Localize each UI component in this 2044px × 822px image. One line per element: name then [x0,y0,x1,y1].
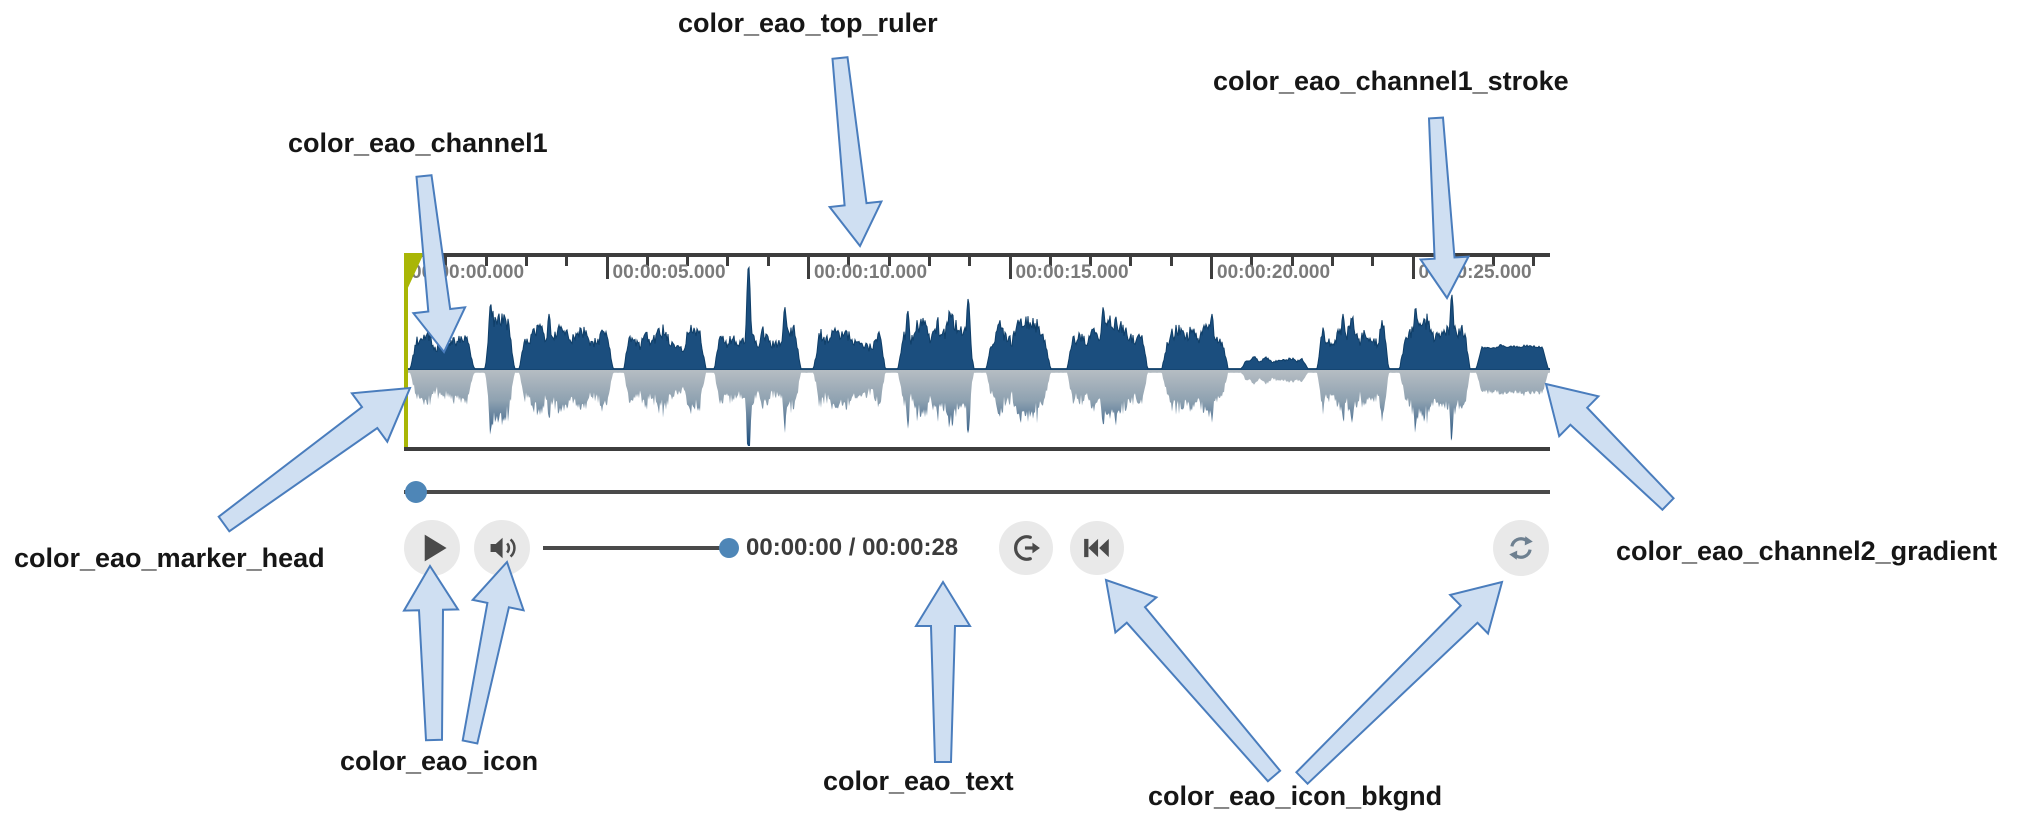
arrow-icon-volume [461,560,526,745]
marker-line[interactable] [404,253,408,450]
label-channel1-stroke: color_eao_channel1_stroke [1213,66,1569,96]
ruler-label: 00:00:10.000 [814,262,928,283]
arrow-text [914,580,972,763]
loop-button[interactable] [1493,520,1549,576]
ruler-tick [1492,253,1496,266]
rewind-to-start-button[interactable] [1070,521,1124,575]
ruler-tick [444,253,448,266]
ruler-tick [1250,253,1254,266]
volume-slider-handle[interactable] [719,538,739,558]
arrow-icon-play [402,564,460,742]
ruler-tick [1532,253,1536,266]
ruler-tick [1210,253,1213,279]
ruler-tick [686,253,690,266]
play-icon [424,534,447,562]
ruler-tick [1129,253,1133,266]
ruler-tick [1330,253,1334,266]
arrow-icon-bkgnd-right [1294,580,1504,786]
ruler-label: 00:00:15.000 [1015,262,1129,283]
arrow-icon-bkgnd-left [1104,578,1282,783]
ruler-tick [766,253,770,266]
play-button[interactable] [404,520,460,576]
arrow-channel1-stroke [1418,116,1471,300]
waveform[interactable] [404,240,1550,452]
ruler-tick [847,253,851,266]
waveform-channel1 [404,265,1550,371]
ruler-tick [605,253,609,279]
export-icon [1014,535,1040,561]
export-button[interactable] [999,521,1053,575]
ruler-tick [1048,253,1052,266]
ruler-label: 00:00:20.000 [1217,262,1331,283]
ruler-tick [1089,253,1093,266]
ruler-tick [645,253,649,266]
label-text: color_eao_text [823,766,1014,796]
ruler-tick [524,253,528,266]
loop-refresh-icon [1509,536,1533,560]
arrow-marker-head [217,386,412,533]
ruler-tick [1008,253,1012,279]
ruler-tick [887,253,891,266]
progress-slider-track[interactable] [404,490,1550,494]
ruler-tick [1371,253,1375,266]
arrow-channel1 [411,174,467,354]
ruler-line [404,253,1550,257]
ruler-tick [1411,253,1415,279]
ruler-tick [968,253,972,266]
waveform-baseline [404,447,1550,451]
progress-slider-handle[interactable] [405,481,427,503]
ruler-tick [726,253,730,266]
arrow-channel2-gradient [1544,382,1675,512]
time-display: 00:00:00 / 00:00:28 [746,534,959,561]
ruler-tick [565,253,569,266]
ruler-label: 00:00:05.000 [612,262,726,283]
rewind-to-start-icon [1084,538,1109,558]
volume-icon [490,537,516,559]
ruler-tick [1169,253,1173,266]
label-top-ruler: color_eao_top_ruler [678,8,938,38]
label-channel2-gradient: color_eao_channel2_gradient [1616,536,1998,566]
label-icon: color_eao_icon [340,746,539,776]
waveform-channel2-gradient [404,370,1550,446]
label-channel1: color_eao_channel1 [288,128,548,158]
volume-slider-track[interactable] [543,546,723,550]
label-marker-head: color_eao_marker_head [14,543,325,573]
label-icon-bkgnd: color_eao_icon_bkgnd [1148,781,1443,811]
ruler-tick [1290,253,1294,266]
ruler-tick [807,253,810,279]
ruler-tick [927,253,931,266]
arrow-top-ruler [827,56,884,248]
ruler-tick [484,253,488,266]
